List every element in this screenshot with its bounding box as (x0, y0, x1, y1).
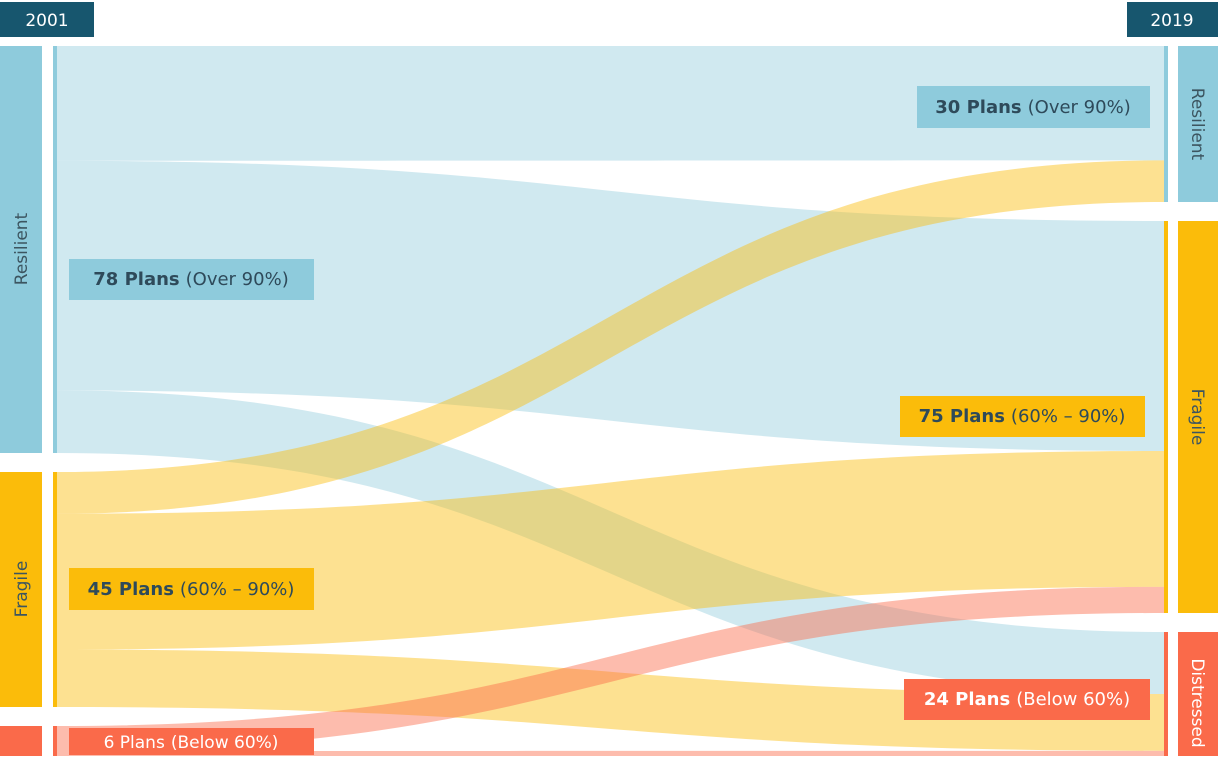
flows-layer (57, 46, 1164, 756)
left-fragile-node (53, 472, 57, 707)
right-distressed-bar (1178, 632, 1218, 756)
flow-distressed-to-fragile (57, 586, 1164, 751)
right-resilient-plan-label: 30 Plans (Over 90%) (917, 86, 1150, 128)
right-fragile-name: Fragile (1187, 389, 1207, 446)
left-year-header (0, 2, 94, 37)
svg-text:45 Plans(60% – 90%): 45 Plans (60% – 90%) (88, 579, 295, 600)
right-resilient-bar (1178, 46, 1218, 202)
flow-fragile-to-fragile (57, 450, 1164, 650)
right-fragile-node (1164, 221, 1168, 613)
flow-fragile-to-resilient (57, 160, 1164, 514)
right-year-header (1127, 2, 1218, 37)
right-resilient-node (1164, 46, 1168, 202)
svg-text:6 Plans(Below 60%): 6 Plans (Below 60%) (104, 733, 279, 753)
left-fragile-name: Fragile (12, 561, 32, 618)
left-resilient-name: Resilient (12, 212, 32, 285)
left-distressed-bar (0, 726, 42, 756)
right-distressed-node (1164, 632, 1168, 756)
left-year-label: 2001 (25, 11, 68, 31)
left-fragile-bar (0, 472, 42, 707)
right-resilient-name: Resilient (1187, 88, 1207, 161)
svg-text:30 Plans(Over 90%): 30 Plans (Over 90%) (935, 97, 1130, 118)
left-distressed-node (53, 726, 57, 756)
right-distressed-name: Distressed (1187, 658, 1207, 747)
right-distressed-plan-label: 24 Plans (Below 60%) (904, 679, 1150, 720)
right-year-label: 2019 (1150, 11, 1193, 31)
flow-distressed-to-distressed (57, 750, 1164, 756)
flow-resilient-to-distressed (57, 390, 1164, 694)
flow-resilient-to-resilient (57, 46, 1164, 161)
right-fragile-plan-label: 75 Plans (60% – 90%) (900, 396, 1145, 437)
left-resilient-bar (0, 46, 42, 453)
left-distressed-plan-label: 6 Plans (Below 60%) (69, 728, 314, 755)
left-resilient-plan-label: 78 Plans (Over 90%) (69, 259, 314, 300)
svg-text:78 Plans(Over 90%): 78 Plans (Over 90%) (93, 269, 288, 290)
left-fragile-plan-label: 45 Plans (60% – 90%) (69, 568, 314, 610)
flow-resilient-to-fragile (57, 160, 1164, 451)
svg-text:75 Plans(60% – 90%): 75 Plans (60% – 90%) (919, 406, 1126, 427)
left-resilient-node (53, 46, 57, 453)
right-fragile-bar (1178, 221, 1218, 613)
flow-fragile-to-distressed (57, 649, 1164, 751)
svg-text:24 Plans(Below 60%): 24 Plans (Below 60%) (924, 689, 1130, 710)
